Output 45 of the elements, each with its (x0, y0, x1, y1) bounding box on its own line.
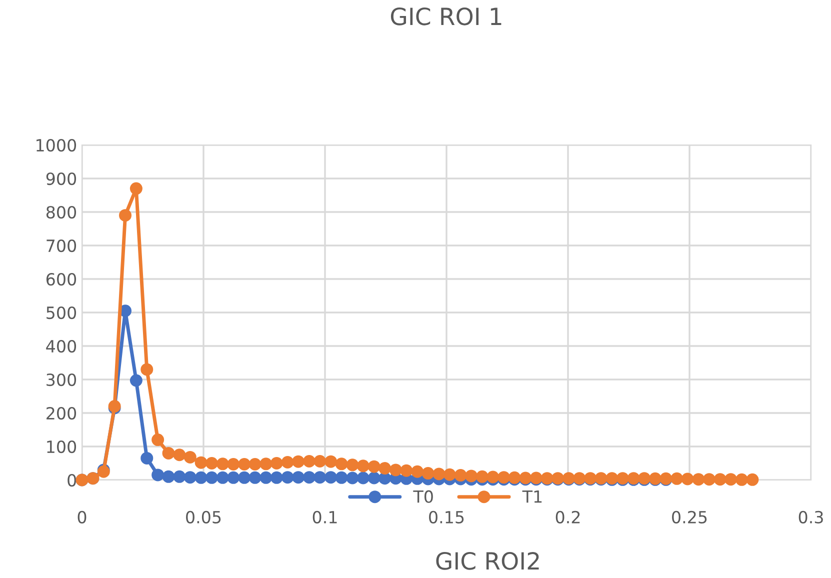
chart-title: GIC ROI 1 (390, 7, 502, 26)
y-tick-label: 900 (46, 172, 76, 186)
point (302, 471, 316, 484)
legend-label: T1 (522, 490, 542, 503)
point (140, 452, 154, 464)
point (238, 471, 251, 484)
y-tick-label: 1000 (36, 138, 76, 152)
point (314, 471, 326, 484)
point (335, 471, 348, 484)
y-tick-label: 300 (46, 373, 76, 386)
point (130, 374, 142, 387)
x-tick-label: 0.25 (672, 510, 707, 524)
point (346, 472, 359, 484)
y-tick-label: 800 (46, 206, 76, 219)
point (206, 471, 218, 484)
x-tick-label: 0.2 (556, 510, 580, 524)
x-tick-label: 0.15 (429, 510, 464, 524)
y-tick-label: 500 (46, 306, 76, 320)
point (292, 471, 305, 484)
x-tick-label: 0.05 (186, 510, 221, 524)
y-tick-label: 600 (46, 272, 76, 286)
x-tick-label: 0.3 (798, 510, 823, 524)
point (356, 472, 370, 484)
point (173, 470, 186, 483)
point (194, 471, 208, 484)
text: GIC ROI2 (436, 552, 539, 570)
point (248, 471, 262, 484)
x-tick-label: 0.1 (312, 510, 337, 524)
point (260, 471, 272, 484)
point (281, 471, 294, 484)
y-tick-label: 200 (46, 406, 76, 420)
point (162, 470, 175, 483)
point (270, 471, 283, 484)
x-tick-label: 0 (78, 510, 86, 524)
point (216, 471, 229, 484)
y-tick-label: 700 (46, 239, 76, 252)
y-tick-label: 100 (47, 440, 76, 454)
y-tick-label: 400 (46, 340, 76, 353)
point (184, 471, 196, 484)
point (368, 472, 380, 484)
legend-label: T0 (413, 490, 433, 503)
y-tick-label: 0 (68, 474, 76, 487)
point (152, 468, 164, 482)
point (324, 471, 338, 484)
point (227, 471, 240, 484)
